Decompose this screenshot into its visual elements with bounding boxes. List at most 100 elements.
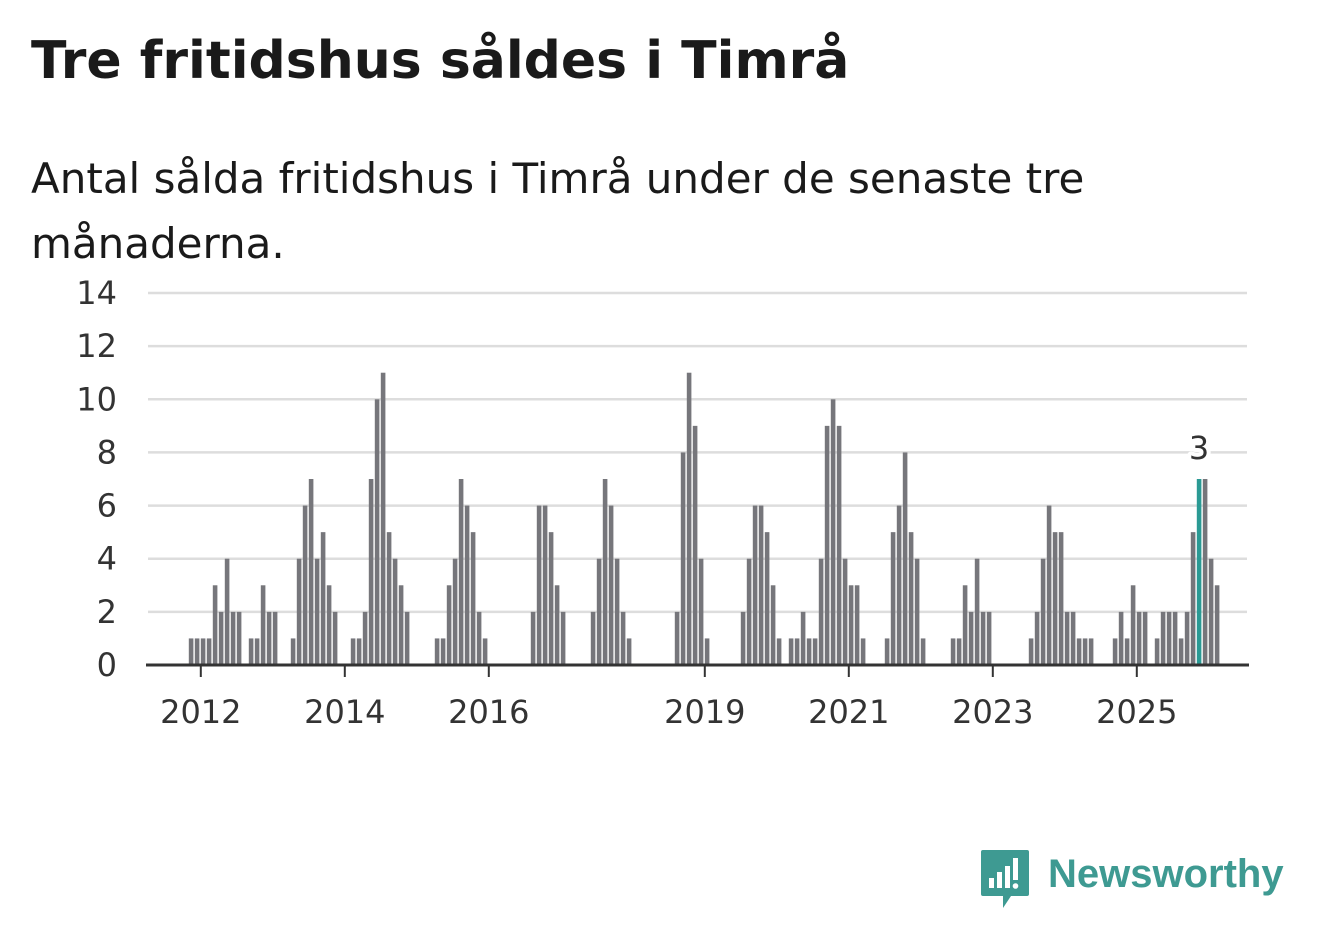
bar: [920, 638, 926, 665]
bar: [596, 558, 602, 665]
bar: [206, 638, 212, 665]
bar: [1034, 611, 1040, 665]
bar: [1028, 638, 1034, 665]
y-tick-label: 14: [76, 274, 117, 312]
bar: [194, 638, 200, 665]
y-tick-label: 6: [97, 487, 117, 525]
bar: [302, 505, 308, 665]
bar: [296, 558, 302, 665]
bar: [404, 611, 410, 665]
bar: [908, 532, 914, 665]
bar: [1124, 638, 1130, 665]
x-tick-label: 2021: [808, 693, 889, 731]
bar: [1166, 611, 1172, 665]
bar: [1040, 558, 1046, 665]
bar: [608, 505, 614, 665]
bar: [374, 399, 380, 665]
bar: [962, 585, 968, 665]
bar: [332, 611, 338, 665]
bar: [836, 425, 842, 665]
bar: [380, 372, 386, 665]
bar: [218, 611, 224, 665]
bar: [704, 638, 710, 665]
y-tick-label: 8: [97, 433, 117, 471]
bar: [752, 505, 758, 665]
bar: [560, 611, 566, 665]
bar: [830, 399, 836, 665]
bar: [254, 638, 260, 665]
bar: [950, 638, 956, 665]
bar: [1190, 532, 1196, 665]
bars: [188, 372, 1220, 665]
bar: [314, 558, 320, 665]
bar: [236, 611, 242, 665]
bar: [482, 638, 488, 665]
x-tick-label: 2016: [448, 693, 529, 731]
bar: [1052, 532, 1058, 665]
bar: [1130, 585, 1136, 665]
bar: [788, 638, 794, 665]
bar: [974, 558, 980, 665]
bar: [1064, 611, 1070, 665]
bar: [842, 558, 848, 665]
bar: [980, 611, 986, 665]
y-tick-label: 0: [97, 646, 117, 684]
bar: [854, 585, 860, 665]
bar: [758, 505, 764, 665]
bar: [614, 558, 620, 665]
y-tick-label: 2: [97, 593, 117, 631]
bar: [536, 505, 542, 665]
bar: [1214, 585, 1220, 665]
bar: [1076, 638, 1082, 665]
bar: [386, 532, 392, 665]
bar: [308, 479, 314, 665]
bar: [224, 558, 230, 665]
newsworthy-logo-icon: [981, 850, 1029, 908]
bar: [626, 638, 632, 665]
bar: [356, 638, 362, 665]
bar: [362, 611, 368, 665]
x-tick-label: 2025: [1096, 693, 1177, 731]
bar: [824, 425, 830, 665]
chart-title: Tre fritidshus såldes i Timrå: [31, 31, 850, 91]
bar: [476, 611, 482, 665]
bar: [272, 611, 278, 665]
bar: [212, 585, 218, 665]
bar: [860, 638, 866, 665]
y-tick-label: 10: [76, 380, 117, 418]
bar: [1082, 638, 1088, 665]
bar: [1112, 638, 1118, 665]
bar: [548, 532, 554, 665]
bar: [1202, 479, 1208, 665]
bar: [764, 532, 770, 665]
bar: [188, 638, 194, 665]
bar: [458, 479, 464, 665]
bar: [686, 372, 692, 665]
bar: [698, 558, 704, 665]
bar: [620, 611, 626, 665]
newsworthy-brand[interactable]: Newsworthy: [979, 848, 1299, 910]
bar: [914, 558, 920, 665]
bar: [746, 558, 752, 665]
bar: [320, 532, 326, 665]
bar: [1136, 611, 1142, 665]
bar: [530, 611, 536, 665]
highlight-bar: [1196, 479, 1202, 665]
bar: [776, 638, 782, 665]
bar: [1208, 558, 1214, 665]
x-axis-ticks: 2012 2014 2016 2019 2021 2023 2025: [160, 665, 1178, 731]
bar: [1142, 611, 1148, 665]
bar: [266, 611, 272, 665]
bar: [794, 638, 800, 665]
bar: [398, 585, 404, 665]
bar: [1178, 638, 1184, 665]
bar: [812, 638, 818, 665]
bar: [1154, 638, 1160, 665]
bar: [470, 532, 476, 665]
bar: [800, 611, 806, 665]
bar: [896, 505, 902, 665]
bar: [1088, 638, 1094, 665]
bar: [1184, 611, 1190, 665]
bar: [1172, 611, 1178, 665]
bar: [956, 638, 962, 665]
